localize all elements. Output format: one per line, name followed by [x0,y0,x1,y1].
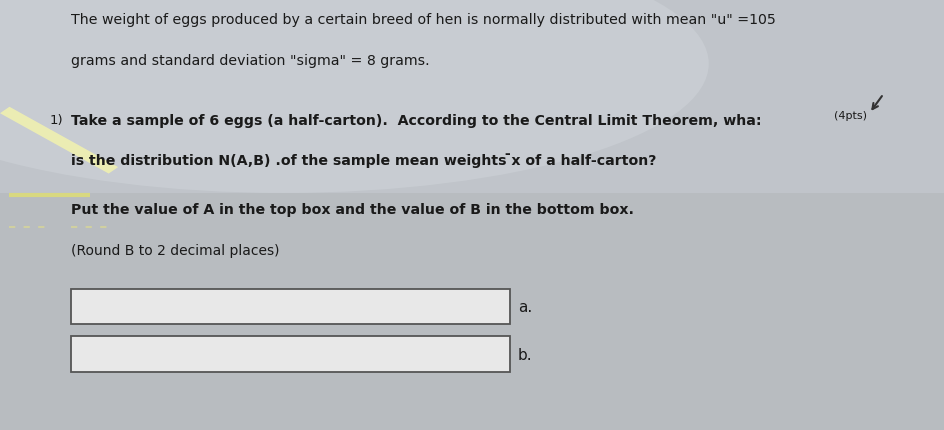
Ellipse shape [0,0,708,194]
Text: (4pts): (4pts) [834,111,867,121]
Text: is the distribution N(A,B) .of the sample mean weights ̄x of a half-carton?: is the distribution N(A,B) .of the sampl… [71,153,655,167]
Text: 1): 1) [49,114,62,127]
Text: Take a sample of 6 eggs (a half-carton).  According to the Central Limit Theorem: Take a sample of 6 eggs (a half-carton).… [71,114,761,128]
Text: a.: a. [517,300,531,314]
Bar [71,337,510,372]
Text: The weight of eggs produced by a certain breed of hen is normally distributed wi: The weight of eggs produced by a certain… [71,13,775,27]
Text: (Round B to 2 decimal places): (Round B to 2 decimal places) [71,243,279,257]
Bar [71,289,510,325]
Polygon shape [0,108,118,174]
Text: grams and standard deviation "sigma" = 8 grams.: grams and standard deviation "sigma" = 8… [71,54,429,68]
Text: b.: b. [517,347,531,362]
Text: Put the value of A in the top box and the value of B in the bottom box.: Put the value of A in the top box and th… [71,202,633,216]
Bar [0,0,944,194]
